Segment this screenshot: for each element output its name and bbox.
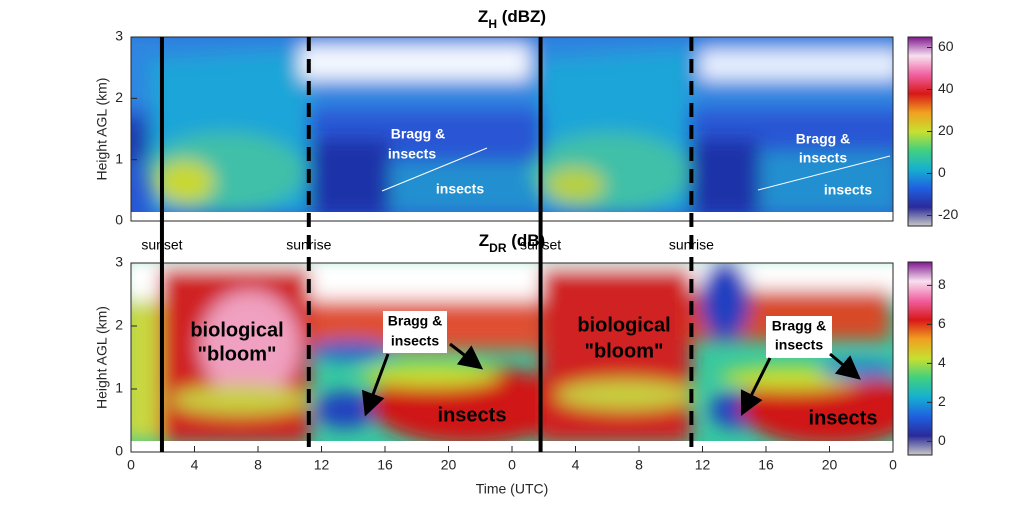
zdr-field: biological "bloom" Bragg & insects insec… <box>131 263 893 441</box>
y-tick-label: 1 <box>115 150 123 166</box>
y-axis-label: Height AGL (km) <box>94 78 110 181</box>
colorbar-tick-label: 4 <box>938 354 946 370</box>
title-part: (dBZ) <box>497 7 546 26</box>
x-tick-label: 0 <box>127 457 135 473</box>
y-tick-label: 2 <box>115 317 123 333</box>
event-label: sunrise <box>286 237 331 253</box>
reflectivity-field: Bragg & insects insects Bragg & insects … <box>131 37 893 212</box>
annotation: "bloom" <box>585 340 664 362</box>
title-part: Z <box>478 7 488 26</box>
x-tick-label: 20 <box>441 457 457 473</box>
x-tick-label: 16 <box>377 457 393 473</box>
event-label: sunset <box>141 237 182 253</box>
event-label: sunrise <box>669 237 714 253</box>
x-tick-label: 8 <box>635 457 643 473</box>
x-tick-label: 4 <box>191 457 199 473</box>
colorbar-tick-label: 40 <box>938 80 954 96</box>
y-tick-label: 1 <box>115 380 123 396</box>
y-tick-label: 3 <box>115 28 123 44</box>
panel-title: ZH (dBZ) <box>478 7 546 31</box>
annotation: Bragg & <box>796 131 850 147</box>
x-tick-label: 12 <box>695 457 711 473</box>
annotation: biological <box>577 314 670 336</box>
title-part: (dB) <box>507 231 546 250</box>
x-tick-label: 16 <box>758 457 774 473</box>
y-tick-label: 0 <box>115 443 123 459</box>
event-label: sunset <box>520 237 561 253</box>
colorbar-tick-label: 0 <box>938 164 946 180</box>
annotation: "bloom" <box>198 343 277 365</box>
colorbar-tick-label: 8 <box>938 276 946 292</box>
annotation: insects <box>775 337 823 353</box>
x-tick-label: 8 <box>254 457 262 473</box>
annotation: insects <box>436 181 484 197</box>
annotation: biological <box>190 319 283 341</box>
x-tick-label: 0 <box>889 457 897 473</box>
x-tick-label: 0 <box>508 457 516 473</box>
arrow <box>449 342 484 370</box>
annotation: Bragg & <box>388 313 442 329</box>
arrow <box>361 353 390 417</box>
annotation: insects <box>824 182 872 198</box>
x-axis-label: Time (UTC) <box>476 481 549 497</box>
colorbar-tick-label: -20 <box>938 206 958 222</box>
annotation: insects <box>388 146 436 162</box>
title-part: H <box>488 17 497 31</box>
annotation: Bragg & <box>772 318 826 334</box>
colorbar-tick-label: 6 <box>938 315 946 331</box>
title-part: DR <box>489 241 507 255</box>
x-tick-label: 4 <box>572 457 580 473</box>
y-tick-label: 2 <box>115 89 123 105</box>
colorbar-tick-label: 20 <box>938 122 954 138</box>
colorbar-tick-label: 60 <box>938 38 954 54</box>
title-part: Z <box>479 231 489 250</box>
annotation-box <box>383 311 447 353</box>
colorbar-tick-label: 0 <box>938 432 946 448</box>
panel-title: ZDR (dB) <box>479 231 545 255</box>
plot-frame <box>130 36 894 222</box>
annotation-box <box>766 316 832 358</box>
y-axis-label: Height AGL (km) <box>94 306 110 409</box>
x-tick-label: 20 <box>822 457 838 473</box>
x-tick-label: 12 <box>314 457 330 473</box>
annotation: Bragg & <box>391 126 445 142</box>
arrow <box>829 352 861 380</box>
annotation: insects <box>391 333 439 349</box>
y-tick-label: 0 <box>115 212 123 228</box>
colorbar <box>907 261 933 456</box>
annotation: insects <box>799 150 847 166</box>
annotation: insects <box>809 407 878 429</box>
colorbar-tick-label: 2 <box>938 393 946 409</box>
arrow <box>740 357 772 417</box>
annotation: insects <box>438 404 507 426</box>
y-tick-label: 3 <box>115 254 123 270</box>
